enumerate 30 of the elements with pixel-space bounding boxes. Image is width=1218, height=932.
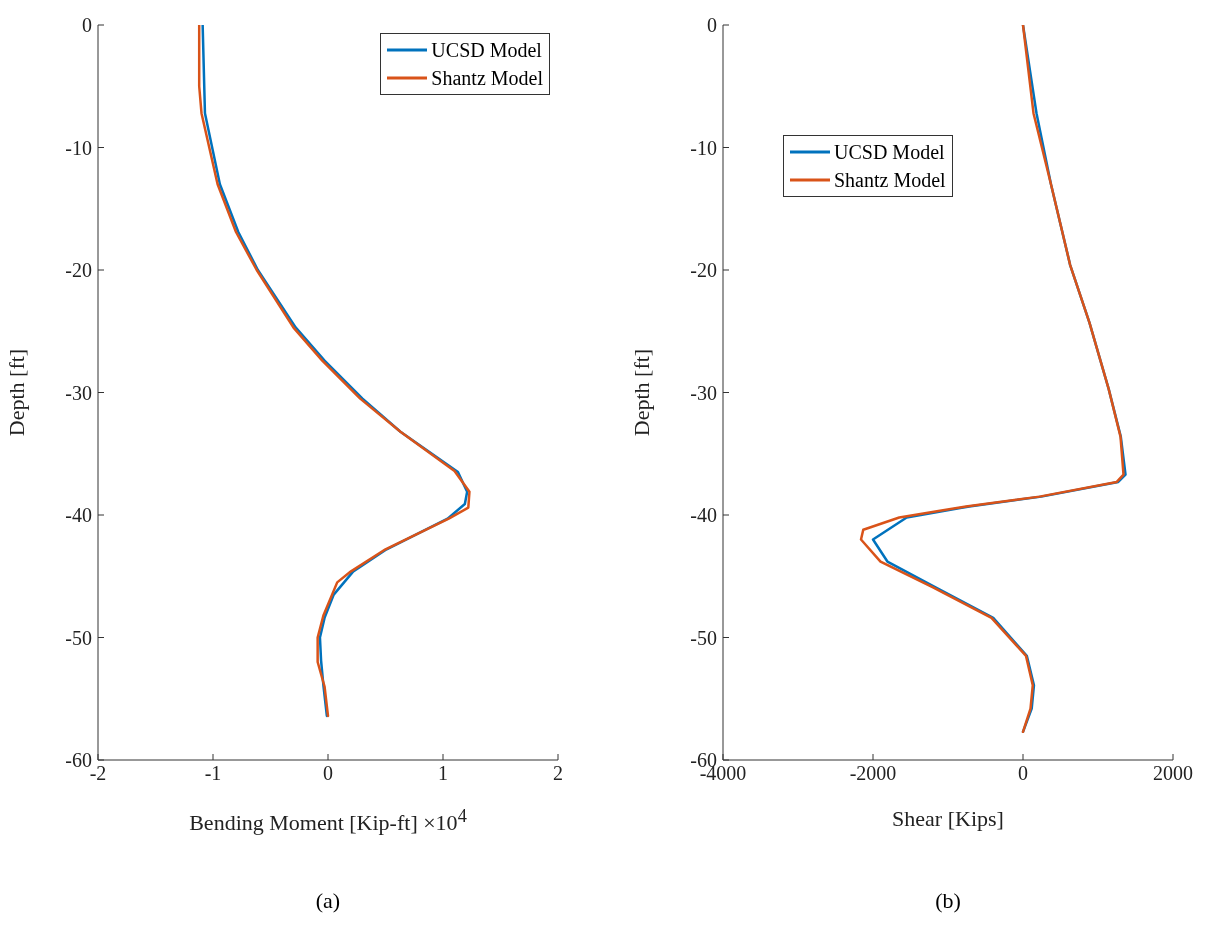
x-tick-label: -2000 (849, 762, 897, 785)
legend-label: Shantz Model (431, 66, 543, 90)
legend-label: UCSD Model (834, 140, 945, 164)
x-tick-label: 2000 (1153, 762, 1193, 785)
y-tick-label: 0 (707, 14, 717, 37)
legend-label: Shantz Model (834, 168, 946, 192)
y-tick-label: -20 (65, 259, 92, 282)
y-tick-label: -40 (65, 504, 92, 527)
text: (a) (314, 888, 342, 914)
y-tick-label: -50 (65, 626, 92, 649)
x-axis-title: Bending Moment [Kip-ft] ×10$^{4}$ (188, 806, 468, 837)
x-tick-label: 2 (553, 762, 563, 785)
legend-label: UCSD Model (431, 38, 542, 62)
text: (b) (934, 888, 962, 914)
x-tick-label: 0 (323, 762, 333, 785)
y-tick-label: -10 (690, 136, 717, 159)
y-tick-label: -20 (690, 259, 717, 282)
y-tick-label: -10 (65, 136, 92, 159)
y-tick-label: -30 (690, 381, 717, 404)
y-axis-title: Depth [ft] (628, 348, 654, 437)
x-tick-label: -1 (204, 762, 222, 785)
y-tick-label: -50 (690, 626, 717, 649)
y-axis-title: Depth [ft] (3, 348, 29, 437)
y-tick-label: -40 (690, 504, 717, 527)
y-tick-label: -30 (65, 381, 92, 404)
x-tick-label: 0 (1018, 762, 1028, 785)
x-tick-label: 1 (438, 762, 448, 785)
y-tick-label: 0 (82, 14, 92, 37)
x-axis-title: Shear [Kips] (891, 806, 1005, 832)
y-tick-label: -60 (65, 749, 92, 772)
